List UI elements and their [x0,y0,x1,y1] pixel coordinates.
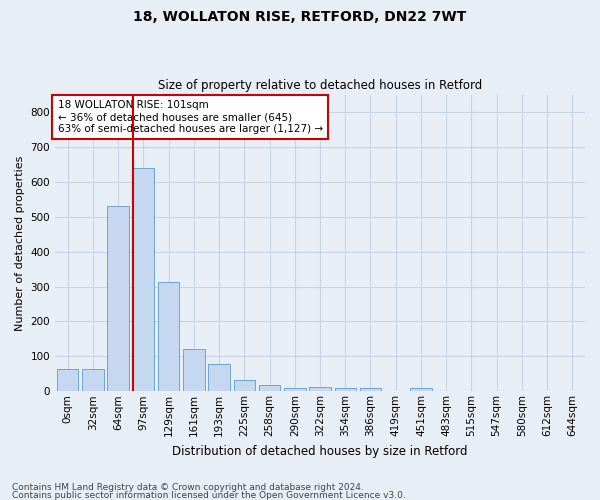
Text: 18, WOLLATON RISE, RETFORD, DN22 7WT: 18, WOLLATON RISE, RETFORD, DN22 7WT [133,10,467,24]
Text: 18 WOLLATON RISE: 101sqm
← 36% of detached houses are smaller (645)
63% of semi-: 18 WOLLATON RISE: 101sqm ← 36% of detach… [58,100,323,134]
Bar [233,380,255,392]
Bar [208,364,230,392]
Y-axis label: Number of detached properties: Number of detached properties [15,155,25,330]
Bar [158,282,179,392]
X-axis label: Distribution of detached houses by size in Retford: Distribution of detached houses by size … [172,444,468,458]
Bar [335,388,356,392]
Title: Size of property relative to detached houses in Retford: Size of property relative to detached ho… [158,79,482,92]
Bar [309,387,331,392]
Bar [133,168,154,392]
Bar [57,368,79,392]
Text: Contains public sector information licensed under the Open Government Licence v3: Contains public sector information licen… [12,490,406,500]
Bar [259,386,280,392]
Text: Contains HM Land Registry data © Crown copyright and database right 2024.: Contains HM Land Registry data © Crown c… [12,484,364,492]
Bar [410,388,431,392]
Bar [360,388,381,392]
Bar [82,368,104,392]
Bar [284,388,305,392]
Bar [183,350,205,392]
Bar [107,206,129,392]
